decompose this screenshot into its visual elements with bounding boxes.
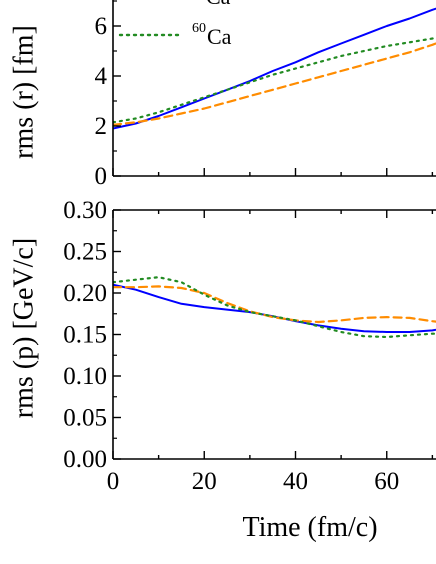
bottom-y-tick-label: 0.00: [63, 446, 107, 473]
bottom-y-tick-label: 0.05: [63, 405, 107, 432]
top-y-tick-label: 0: [95, 163, 108, 190]
x-tick-label: 40: [283, 468, 308, 495]
top-series-solid-line: [113, 7, 436, 130]
bottom-y-tick-label: 0.30: [63, 197, 107, 224]
top-series-lines: [113, 7, 436, 130]
bottom-series-dotted-line: [113, 276, 436, 339]
top-series-dashed-line: [113, 42, 436, 126]
legend-label-2-symbol: Ca: [207, 24, 232, 49]
top-y-tick-label: 4: [95, 63, 108, 90]
bottom-axes: 0.000.050.100.150.200.250.3002040608: [63, 197, 436, 495]
x-tick-label: 20: [192, 468, 217, 495]
bottom-y-tick-label: 0.20: [63, 280, 107, 307]
x-tick-label: 60: [374, 468, 399, 495]
top-panel: rms (r) [fm] Ca 60 Ca 0 2 4 6: [8, 0, 436, 190]
top-series-dotted-line: [113, 36, 436, 124]
top-axes: 0 2 4 6: [95, 0, 436, 190]
bottom-y-axis-label: rms (p) [GeV/c]: [8, 238, 39, 418]
bottom-series-lines: [113, 276, 436, 339]
top-y-axis-label: rms (r) [fm]: [8, 25, 39, 159]
bottom-y-tick-label: 0.15: [63, 322, 107, 349]
bottom-series-dashed-line: [113, 285, 436, 324]
legend-label-2-mass: 60: [192, 21, 206, 36]
legend-label-1-symbol: Ca: [206, 0, 231, 9]
bottom-panel: rms (p) [GeV/c] 0.00 0.05 0.10 0.15 0.20 0.25…: [8, 197, 436, 543]
x-axis-label: Time (fm/c): [242, 512, 377, 543]
top-y-tick-label: 2: [95, 113, 108, 140]
bottom-y-tick-label: 0.25: [63, 239, 107, 266]
bottom-y-tick-label: 0.10: [63, 363, 107, 390]
x-tick-label: 0: [107, 468, 120, 495]
top-y-tick-label: 6: [95, 13, 108, 40]
top-legend: Ca 60 Ca: [118, 0, 232, 49]
bottom-series-solid-line: [113, 283, 436, 333]
